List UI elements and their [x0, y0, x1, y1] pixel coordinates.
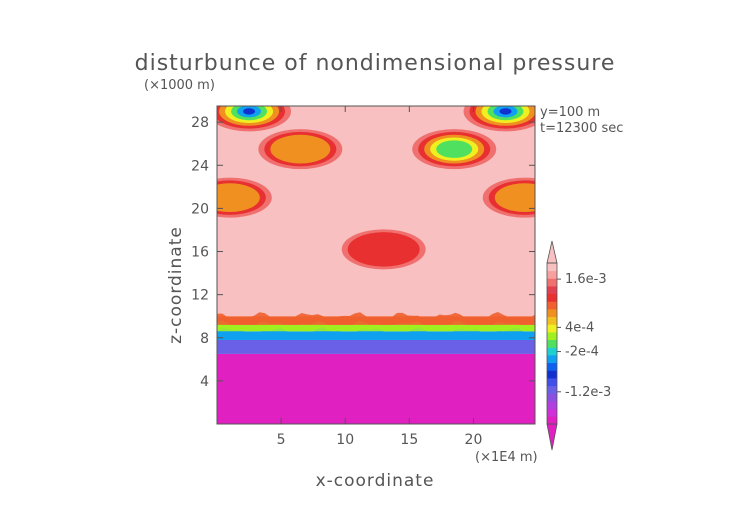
- contour-blob: [347, 232, 420, 267]
- y-tick-label: 16: [191, 245, 209, 261]
- x-axis-label: x-coordinate: [316, 471, 435, 491]
- colorbar-swatch: [547, 278, 557, 287]
- colorbar-top-arrow: [546, 240, 558, 264]
- colorbar-swatch: [547, 301, 557, 310]
- colorbar-swatch: [547, 332, 557, 341]
- contour-blob: [270, 134, 331, 164]
- colorbar-swatch: [547, 408, 557, 417]
- colorbar-swatch: [547, 286, 557, 295]
- y-tick-label: 4: [200, 374, 209, 390]
- contour-layer: [217, 339, 535, 354]
- contour-plot-area: [217, 106, 535, 424]
- colorbar-swatch: [547, 370, 557, 379]
- colorbar-bottom-arrow: [546, 423, 558, 451]
- colorbar-swatch: [547, 339, 557, 348]
- colorbar-label: 1.6e-3: [565, 272, 607, 287]
- colorbar-swatch: [547, 316, 557, 325]
- colorbar-swatch: [547, 355, 557, 364]
- x-tick-label: 15: [400, 432, 418, 448]
- annotation-y: y=100 m: [540, 105, 600, 120]
- x-tick-label: 20: [465, 432, 483, 448]
- contour-band: [217, 312, 535, 325]
- plot-frame: [216, 105, 536, 425]
- x-unit-label: (×1E4 m): [475, 450, 538, 465]
- y-tick-label: 20: [191, 201, 209, 217]
- colorbar-swatch: [547, 270, 557, 279]
- y-unit-label: (×1000 m): [144, 78, 215, 93]
- annotation-t: t=12300 sec: [540, 121, 623, 136]
- contour-blob: [436, 140, 473, 158]
- y-tick-label: 24: [191, 158, 209, 174]
- colorbar-swatch: [547, 263, 557, 272]
- contour-blob: [499, 108, 512, 115]
- colorbar-label: -2e-4: [565, 345, 599, 360]
- y-tick-label: 28: [191, 115, 209, 131]
- colorbar-swatch: [547, 401, 557, 410]
- y-tick-label: 12: [191, 288, 209, 304]
- colorbar-swatch: [547, 393, 557, 402]
- colorbar-swatch: [547, 385, 557, 394]
- colorbar-swatch: [547, 362, 557, 371]
- contour-blob: [243, 108, 256, 115]
- colorbar-frame: [546, 262, 558, 425]
- colorbar-swatch: [547, 324, 557, 333]
- contour-blob: [494, 183, 535, 213]
- colorbar-swatch: [547, 309, 557, 318]
- y-axis-label: z-coordinate: [166, 226, 186, 344]
- colorbar: 1.6e-3 4e-4 -2e-4 -1.2e-3: [546, 240, 611, 451]
- axes: [216, 105, 536, 425]
- x-tick-label: 10: [336, 432, 354, 448]
- y-tick-label: 8: [200, 331, 209, 347]
- chart-title: disturbunce of nondimensional pressure: [135, 51, 616, 76]
- contour-blob: [217, 183, 260, 213]
- colorbar-swatch: [547, 416, 557, 425]
- tick-labels: 5 10 15 20 4 8 12 16 20 24 28: [191, 115, 482, 448]
- colorbar-swatch: [547, 347, 557, 356]
- colorbar-swatch: [547, 293, 557, 302]
- x-tick-label: 5: [277, 432, 286, 448]
- colorbar-swatch: [547, 378, 557, 387]
- colorbar-label: 4e-4: [565, 320, 594, 335]
- contour-layer: [217, 353, 535, 424]
- colorbar-label: -1.2e-3: [565, 385, 611, 400]
